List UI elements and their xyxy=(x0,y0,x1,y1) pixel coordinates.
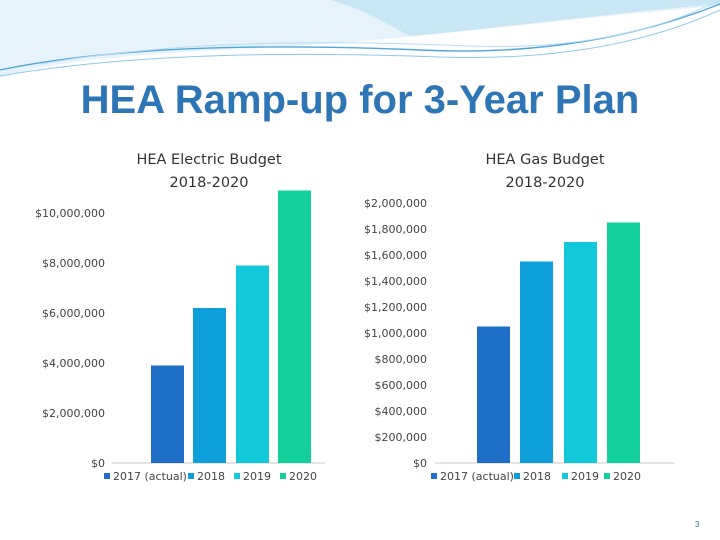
legend-label: 2019 xyxy=(571,470,599,483)
bar-2018 xyxy=(193,308,226,463)
chart-title-line-1: HEA Electric Budget xyxy=(136,152,281,168)
y-tick-label: $1,600,000 xyxy=(364,249,427,262)
y-tick-label: $0 xyxy=(91,457,105,470)
legend-swatch xyxy=(604,473,610,479)
y-tick-label: $0 xyxy=(413,457,427,470)
legend-swatch xyxy=(234,473,240,479)
header-wave-decoration xyxy=(0,0,720,78)
bar-2020 xyxy=(607,222,640,463)
y-tick-label: $800,000 xyxy=(375,353,428,366)
y-tick-label: $1,400,000 xyxy=(364,275,427,288)
legend-swatch xyxy=(514,473,520,479)
bar-2019 xyxy=(564,242,597,463)
y-tick-label: $2,000,000 xyxy=(364,197,427,210)
y-tick-label: $6,000,000 xyxy=(42,307,105,320)
bar-2019 xyxy=(236,265,269,463)
chart-title-line-2: 2018-2020 xyxy=(505,175,584,191)
legend-swatch xyxy=(562,473,568,479)
legend-swatch xyxy=(431,473,437,479)
legend-label: 2018 xyxy=(197,470,225,483)
gas-budget-chart: HEA Gas Budget 2018-2020 $0 $200,000 $400,… xyxy=(364,152,675,483)
legend-swatch xyxy=(188,473,194,479)
electric-budget-chart: HEA Electric Budget 2018-2020 $0 $2,000,0… xyxy=(35,152,325,483)
y-tick-label: $200,000 xyxy=(375,431,428,444)
y-tick-label: $1,000,000 xyxy=(364,327,427,340)
legend-label: 2019 xyxy=(243,470,271,483)
slide-title: HEA Ramp-up for 3-Year Plan xyxy=(80,78,640,122)
bar-2017-actual xyxy=(477,326,510,463)
y-tick-label: $2,000,000 xyxy=(42,407,105,420)
y-tick-label: $4,000,000 xyxy=(42,357,105,370)
legend-label: 2018 xyxy=(523,470,551,483)
y-tick-label: $400,000 xyxy=(375,405,428,418)
page-number: 3 xyxy=(695,520,700,529)
chart-title-line-1: HEA Gas Budget xyxy=(485,152,604,168)
legend-label: 2020 xyxy=(289,470,317,483)
bar-2017-actual xyxy=(151,365,184,463)
legend-label: 2017 (actual) xyxy=(113,470,187,483)
legend-label: 2017 (actual) xyxy=(440,470,514,483)
legend-swatch xyxy=(104,473,110,479)
bar-2020 xyxy=(278,190,311,463)
bar-2018 xyxy=(520,261,553,463)
y-tick-label: $1,800,000 xyxy=(364,223,427,236)
chart-title-line-2: 2018-2020 xyxy=(169,175,248,191)
y-tick-label: $600,000 xyxy=(375,379,428,392)
legend-swatch xyxy=(280,473,286,479)
legend-label: 2020 xyxy=(613,470,641,483)
y-tick-label: $10,000,000 xyxy=(35,207,105,220)
y-tick-label: $1,200,000 xyxy=(364,301,427,314)
y-tick-label: $8,000,000 xyxy=(42,257,105,270)
